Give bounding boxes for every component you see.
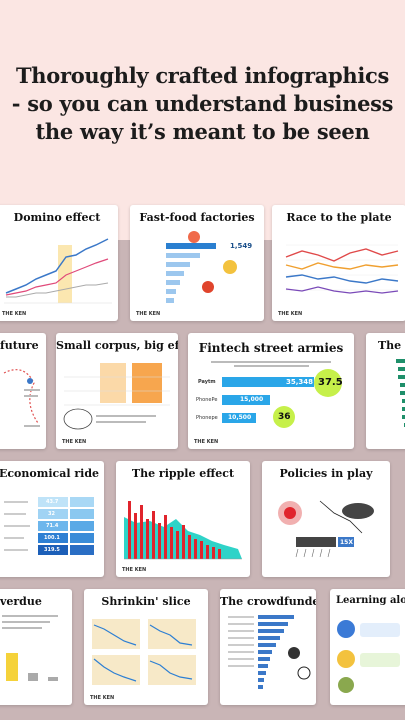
- economical-value-2: 32: [48, 511, 55, 517]
- line-chart-graphic: [4, 238, 112, 304]
- bar-chart-graphic: [166, 231, 237, 303]
- area-chart-graphic: [124, 501, 242, 560]
- economical-value-3: 71.4: [46, 523, 59, 529]
- fintech-label-2: PhonePe: [196, 397, 218, 403]
- brand-logo: THE KEN: [2, 311, 27, 317]
- hero-section: Thoroughly crafted infographics - so you…: [0, 0, 405, 205]
- fintech-bubble-1: 37.5: [318, 377, 343, 388]
- fintech-value-1: 35,348: [286, 378, 314, 386]
- card-future[interactable]: future: [0, 333, 46, 449]
- card-title: Policies in play: [279, 467, 373, 480]
- headline-line-1: Thoroughly crafted infographics: [15, 63, 390, 88]
- card-title: verdue: [0, 595, 42, 608]
- illustration-graphic: [337, 620, 400, 693]
- card-title: future: [0, 339, 39, 352]
- brand-logo: THE KEN: [278, 311, 303, 317]
- card-race-to-the-plate[interactable]: Race to the plate THE KEN: [272, 205, 405, 321]
- table-graphic: [63, 363, 170, 430]
- fintech-bubble-2: 36: [278, 412, 291, 422]
- card-title: Economical ride: [0, 467, 100, 480]
- card-title: Fast-food factories: [139, 211, 255, 224]
- card-title: Race to the plate: [286, 211, 392, 224]
- card-fast-food-factories[interactable]: Fast-food factories 1,549 THE KEN: [130, 205, 264, 321]
- bar-chart-graphic: [396, 359, 405, 427]
- bar-chart-graphic: [228, 615, 311, 689]
- card-title: The crowdfunders: [220, 595, 316, 608]
- headline: Thoroughly crafted infographics - so you…: [10, 62, 395, 146]
- card-title: Shrinkin' slice: [101, 595, 191, 608]
- bar-chart-graphic: [2, 615, 58, 681]
- headline-line-2: - so you can understand business: [11, 91, 394, 116]
- map-graphic: [3, 369, 40, 427]
- card-title: Domino effect: [13, 211, 101, 224]
- economical-value-4: 100.1: [44, 535, 60, 541]
- policy-badge: 15X: [340, 539, 353, 546]
- card-policies-in-play[interactable]: Policies in play 15X: [262, 461, 390, 577]
- card-fintech-street-armies[interactable]: Fintech street armies Paytm PhonePe Phon…: [188, 333, 354, 449]
- card-the-cr[interactable]: The cr: [366, 333, 405, 449]
- card-small-corpus[interactable]: Small corpus, big effort THE KEN: [56, 333, 178, 449]
- line-chart-graphic: [285, 244, 399, 294]
- illustration-graphic: [278, 500, 374, 558]
- brand-logo: THE KEN: [136, 311, 161, 317]
- economical-value-1: 43.7: [46, 499, 59, 505]
- card-economical-ride[interactable]: Economical ride 43.7 32 71.4 100.1 319.5: [0, 461, 104, 577]
- brand-logo: THE KEN: [122, 567, 147, 573]
- fintech-value-2: 15,000: [240, 396, 264, 403]
- economical-value-5: 319.5: [44, 547, 60, 553]
- fintech-value-3: 10,500: [228, 414, 252, 421]
- card-the-crowdfunders[interactable]: The crowdfunders: [220, 589, 316, 705]
- card-title: Learning along the w: [336, 595, 405, 606]
- heat-table-graphic: [4, 497, 94, 555]
- small-multiples-graphic: [92, 619, 196, 685]
- fintech-label-1: Paytm: [198, 379, 216, 385]
- fintech-label-3: Phonepe: [196, 415, 218, 421]
- bar-chart-graphic: [222, 369, 342, 428]
- headline-line-3: the way it’s meant to be seen: [35, 119, 370, 144]
- card-title: The cr: [378, 339, 405, 352]
- card-title: The ripple effect: [131, 467, 235, 480]
- card-title: Small corpus, big effort: [56, 339, 178, 352]
- card-domino-effect[interactable]: Domino effect THE KEN: [0, 205, 118, 321]
- card-learning-along[interactable]: Learning along the w: [330, 589, 405, 705]
- value-label: 1,549: [230, 242, 253, 250]
- brand-logo: THE KEN: [194, 439, 219, 445]
- brand-logo: THE KEN: [90, 695, 115, 701]
- brand-logo: THE KEN: [62, 439, 87, 445]
- card-title: Fintech street armies: [198, 341, 344, 355]
- card-the-ripple-effect[interactable]: The ripple effect THE KEN: [116, 461, 250, 577]
- card-shrinkin-slice[interactable]: Shrinkin' slice THE KEN: [84, 589, 208, 705]
- card-overdue[interactable]: verdue: [0, 589, 72, 705]
